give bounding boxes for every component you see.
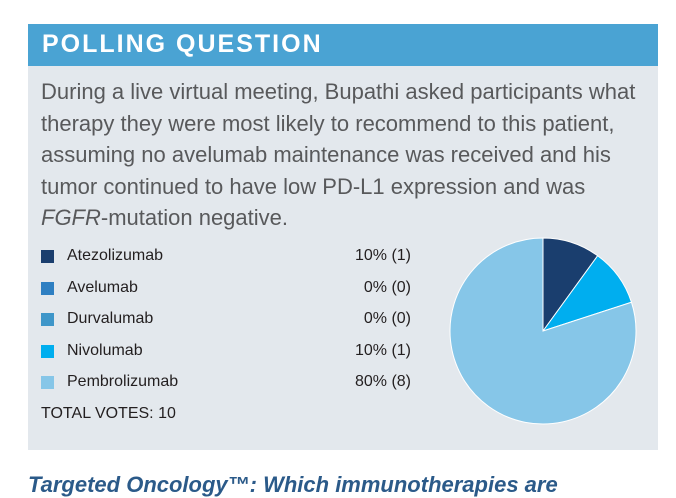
poll-question: During a live virtual meeting, Bupathi a…: [41, 76, 651, 234]
legend-label: Atezolizumab: [67, 247, 164, 264]
legend-label: Avelumab: [67, 279, 138, 296]
legend-item-atezolizumab: Atezolizumab 10% (1): [41, 245, 411, 269]
legend-label: Pembrolizumab: [67, 373, 179, 390]
pie-chart: [449, 237, 637, 425]
question-text-start: During a live virtual meeting, Bupathi a…: [41, 79, 636, 199]
legend-item-avelumab: Avelumab 0% (0): [41, 277, 411, 301]
legend-swatch: [41, 282, 54, 295]
legend-value: 80% (8): [354, 373, 411, 390]
legend-swatch: [41, 376, 54, 389]
legend-swatch: [41, 345, 54, 358]
legend-label: Durvalumab: [67, 310, 154, 327]
legend-item-durvalumab: Durvalumab 0% (0): [41, 308, 411, 332]
legend-value: 10% (1): [354, 342, 411, 359]
legend-swatch: [41, 250, 54, 263]
question-gene-name: FGFR: [41, 205, 101, 230]
poll-title: POLLING QUESTION: [42, 30, 323, 58]
poll-card: POLLING QUESTION During a live virtual m…: [28, 24, 658, 450]
article-heading-fragment: Targeted Oncology™: Which immunotherapie…: [28, 472, 558, 497]
legend-value: 0% (0): [363, 279, 411, 296]
pie-slice-pembrolizumab: [449, 237, 637, 425]
legend-value: 0% (0): [363, 310, 411, 327]
legend-value: 10% (1): [354, 247, 411, 264]
legend-label: Nivolumab: [67, 342, 143, 359]
legend-item-pembrolizumab: Pembrolizumab 80% (8): [41, 371, 411, 395]
question-text-end: -mutation negative.: [100, 205, 288, 230]
legend-swatch: [41, 313, 54, 326]
poll-header: POLLING QUESTION: [28, 24, 658, 66]
legend-item-nivolumab: Nivolumab 10% (1): [41, 340, 411, 364]
total-votes: TOTAL VOTES: 10: [41, 405, 176, 422]
